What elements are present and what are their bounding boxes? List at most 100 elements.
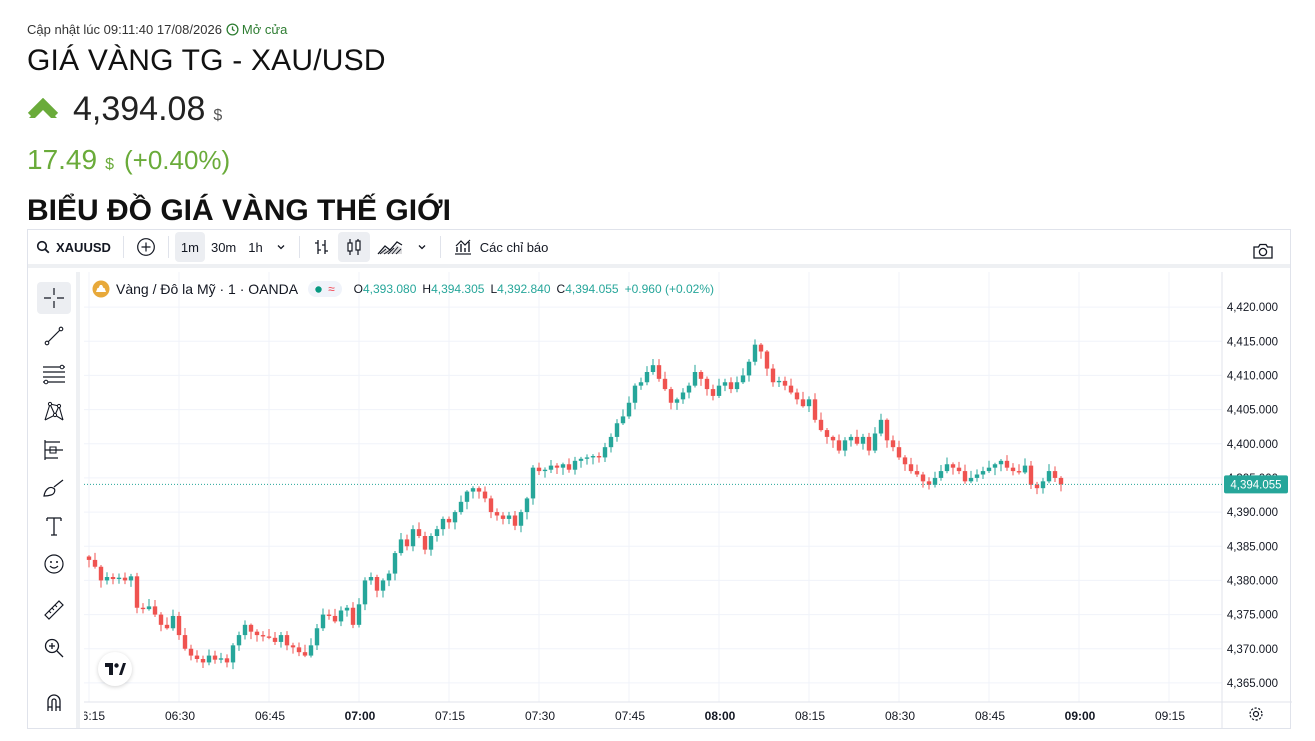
candle-body (1034, 484, 1040, 489)
y-tick-label: 4,385.000 (1227, 541, 1278, 553)
candle-body (236, 635, 242, 646)
candle-body (812, 399, 818, 420)
candle-body (410, 529, 416, 547)
crosshair-icon (44, 288, 64, 308)
candle-body (800, 399, 806, 407)
x-tick-label: 08:00 (705, 709, 736, 723)
symbol-search[interactable]: XAUUSD (28, 232, 117, 262)
pill-symbol: ≈ (328, 282, 335, 296)
candle-body (404, 539, 410, 547)
ohlc-open: O4,393.080 (353, 282, 417, 296)
candle-body (734, 382, 740, 390)
candle-body (950, 464, 956, 468)
text-tool[interactable] (37, 510, 71, 542)
candle-body (698, 372, 704, 379)
chart-type-dropdown[interactable] (410, 232, 434, 262)
candle-style-button[interactable] (337, 232, 370, 262)
price-unit: $ (213, 107, 223, 124)
candle-body (968, 477, 974, 482)
candle-body (368, 577, 374, 581)
price-chart[interactable]: 4,420.000 4,415.000 4,410.000 4,405.000 4,40… (84, 272, 1292, 728)
candle-body (110, 577, 116, 580)
candle-body (398, 539, 404, 554)
candle-body (98, 566, 104, 581)
bar-style-button[interactable] (306, 232, 338, 262)
magnet-tool[interactable] (37, 686, 71, 718)
pattern-icon (44, 401, 64, 421)
candle-body (140, 607, 146, 610)
ohlc-high: H4,394.305 (422, 282, 485, 296)
candle-body (662, 378, 668, 390)
y-tick-label: 4,420.000 (1227, 302, 1278, 314)
legend-symbol: Vàng / Đô la Mỹ · 1 · OANDA (92, 280, 298, 298)
y-tick-label: 4,410.000 (1227, 370, 1278, 382)
candle-body (314, 628, 320, 646)
interval-dropdown[interactable] (269, 232, 293, 262)
candle-body (254, 631, 260, 636)
candle-body (596, 456, 602, 458)
candle-body (938, 471, 944, 478)
candle-body (1022, 465, 1028, 473)
candle-body (842, 440, 848, 451)
candle-body (548, 465, 554, 470)
interval-30m[interactable]: 30m (210, 239, 237, 255)
candle-body (608, 436, 614, 448)
candle-body (710, 389, 716, 396)
trend-line-tool[interactable] (37, 320, 71, 352)
interval-1h[interactable]: 1h (248, 239, 263, 255)
change-percent: (+0.40%) (123, 145, 231, 175)
magnet-icon (47, 694, 61, 711)
crosshair-tool[interactable] (37, 282, 71, 314)
candle-body (830, 436, 836, 441)
candle-body (626, 402, 632, 417)
candle-body (512, 515, 518, 526)
fib-tool[interactable] (37, 358, 71, 390)
candle-body (632, 385, 638, 403)
snapshot-button[interactable] (1246, 236, 1280, 266)
y-tick-label: 4,375.000 (1227, 610, 1278, 622)
candle-body (932, 477, 938, 485)
ruler-tool[interactable] (37, 594, 71, 626)
candle-body (92, 559, 98, 567)
candle-body (122, 577, 128, 581)
candle-body (188, 648, 194, 656)
compare-symbol-button[interactable] (130, 232, 162, 262)
y-tick-label: 4,390.000 (1227, 507, 1278, 519)
pattern-tool[interactable] (37, 396, 71, 428)
indicators-button[interactable]: Các chỉ báo (447, 232, 555, 262)
chart-toolbar: XAUUSD 1m 30m 1h Các chỉ báo (28, 230, 1290, 268)
zoom-icon (44, 638, 64, 658)
candle-body (494, 512, 500, 516)
last-price-badge (1224, 475, 1288, 494)
zoom-tool[interactable] (37, 632, 71, 664)
market-status-pill[interactable]: ≈ (308, 281, 342, 297)
price-row: 4,394.08 $ (27, 90, 222, 129)
page-title: GIÁ VÀNG TG - XAU/USD (27, 44, 386, 77)
tradingview-logo[interactable] (98, 652, 132, 686)
chart-type-button[interactable] (370, 232, 410, 262)
candle-body (428, 536, 434, 550)
current-price: 4,394.08 (73, 90, 206, 128)
indicators-icon (454, 239, 471, 255)
emoji-tool[interactable] (37, 548, 71, 580)
candle-body (482, 491, 488, 499)
candle-body (824, 430, 830, 437)
candle-body (134, 576, 140, 608)
candle-body (986, 467, 992, 472)
candle-body (1046, 471, 1052, 482)
candle-body (758, 344, 764, 352)
candle-body (296, 647, 302, 653)
brush-tool[interactable] (37, 472, 71, 504)
y-tick-label: 4,405.000 (1227, 405, 1278, 417)
ohlc-low: L4,392.840 (490, 282, 551, 296)
candle-body (848, 436, 854, 441)
interval-1m[interactable]: 1m (174, 232, 205, 262)
candle-body (446, 518, 452, 523)
chart-settings-button[interactable] (1248, 706, 1264, 727)
candle-body (86, 556, 92, 560)
candle-body (974, 474, 980, 478)
projection-tool[interactable] (37, 434, 71, 466)
candle-body (266, 636, 272, 638)
candle-body (866, 436, 872, 451)
x-tick-label: 06:15 (84, 709, 105, 723)
